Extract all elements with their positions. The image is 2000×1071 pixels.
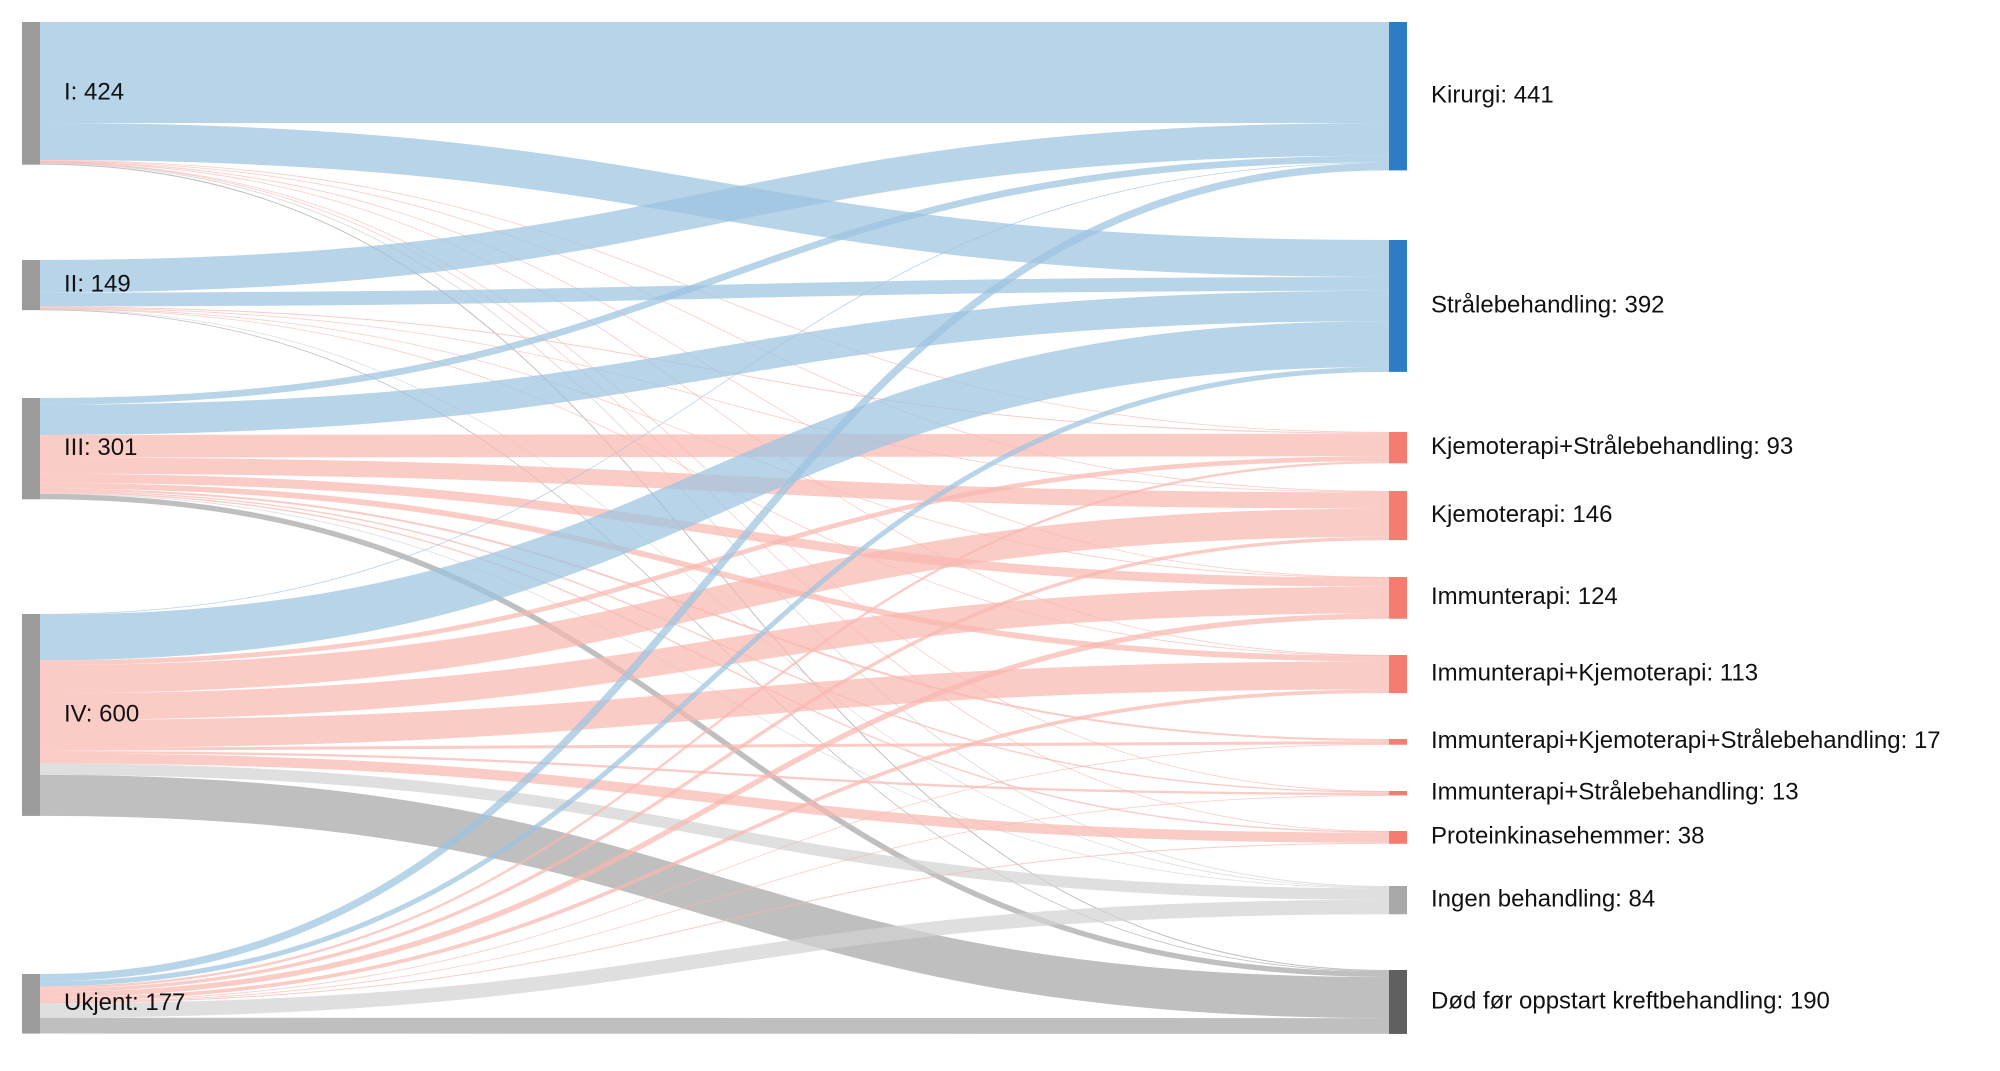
target-label-straale: Strålebehandling: 392 bbox=[1431, 291, 1665, 318]
link-ii-kjemo[interactable] bbox=[39, 307, 1390, 493]
link-ii-kirurgi[interactable] bbox=[39, 122, 1390, 293]
target-node-kjemostraale[interactable] bbox=[1389, 432, 1407, 464]
link-ukjent-ingen[interactable] bbox=[39, 899, 1390, 1018]
target-node-protein[interactable] bbox=[1389, 831, 1407, 844]
target-node-immunkjemo[interactable] bbox=[1389, 655, 1407, 694]
link-iii-kirurgi[interactable] bbox=[39, 155, 1390, 405]
link-ii-straale[interactable] bbox=[39, 277, 1390, 307]
link-i-immunkjemo[interactable] bbox=[39, 161, 1390, 656]
target-node-ingen[interactable] bbox=[1389, 886, 1407, 915]
target-label-immunkjemostraale: Immunterapi+Kjemoterapi+Strålebehandling… bbox=[1431, 727, 1941, 754]
target-node-immun[interactable] bbox=[1389, 577, 1407, 619]
target-node-straale[interactable] bbox=[1389, 240, 1407, 372]
link-ukjent-protein[interactable] bbox=[39, 842, 1390, 1004]
source-node-iv[interactable] bbox=[22, 614, 40, 816]
labels-layer: I: 424 II: 149 III: 301 IV: 600 Ukjent: 177 K… bbox=[64, 79, 1941, 1016]
link-iv-kjemostraale[interactable] bbox=[39, 456, 1390, 666]
source-node-ukjent[interactable] bbox=[22, 974, 40, 1034]
link-iv-immunkjemostraale[interactable] bbox=[39, 741, 1390, 751]
link-iv-kjemo[interactable] bbox=[39, 508, 1390, 694]
target-label-ingen: Ingen behandling: 84 bbox=[1431, 885, 1655, 912]
link-ukjent-kirurgi[interactable] bbox=[39, 162, 1390, 982]
link-iii-kjemostraale[interactable] bbox=[39, 433, 1390, 458]
link-iii-immun[interactable] bbox=[39, 473, 1390, 587]
link-ukjent-kjemo[interactable] bbox=[39, 536, 1390, 993]
source-label-iv: IV: 600 bbox=[64, 700, 139, 727]
link-iv-dod[interactable] bbox=[39, 774, 1390, 1019]
link-ukjent-immunkjemo[interactable] bbox=[39, 689, 1390, 1002]
link-iv-straale[interactable] bbox=[39, 321, 1390, 661]
source-label-i: I: 424 bbox=[64, 79, 124, 106]
source-node-i[interactable] bbox=[22, 22, 40, 165]
target-label-protein: Proteinkinasehemmer: 38 bbox=[1431, 823, 1704, 850]
link-i-ingen[interactable] bbox=[39, 162, 1390, 888]
source-label-iii: III: 301 bbox=[64, 434, 137, 461]
target-node-dod[interactable] bbox=[1389, 970, 1407, 1034]
nodes-layer bbox=[22, 22, 1407, 1034]
link-iv-ingen[interactable] bbox=[39, 763, 1390, 900]
target-label-immun: Immunterapi: 124 bbox=[1431, 583, 1618, 610]
link-ukjent-straale[interactable] bbox=[39, 366, 1390, 987]
target-node-immunkjemostraale[interactable] bbox=[1389, 739, 1407, 745]
link-ukjent-immunkjemostraale[interactable] bbox=[39, 744, 1390, 1003]
target-label-kirurgi: Kirurgi: 441 bbox=[1431, 82, 1554, 109]
links-layer bbox=[39, 21, 1390, 1034]
link-iv-immun[interactable] bbox=[39, 586, 1390, 720]
link-iv-immunkjemo[interactable] bbox=[39, 661, 1390, 748]
target-node-kirurgi[interactable] bbox=[1389, 22, 1407, 171]
target-label-immunstraale: Immunterapi+Strålebehandling: 13 bbox=[1431, 779, 1799, 806]
target-node-immunstraale[interactable] bbox=[1389, 791, 1407, 796]
link-iii-straale[interactable] bbox=[39, 290, 1390, 436]
link-iv-protein[interactable] bbox=[39, 753, 1390, 843]
source-label-ukjent: Ukjent: 177 bbox=[64, 989, 185, 1016]
link-ukjent-kjemostraale[interactable] bbox=[39, 460, 1390, 989]
target-node-kjemo[interactable] bbox=[1389, 491, 1407, 541]
target-label-immunkjemo: Immunterapi+Kjemoterapi: 113 bbox=[1431, 659, 1758, 686]
link-ukjent-immunstraale[interactable] bbox=[39, 795, 1390, 1003]
link-iii-dod[interactable] bbox=[39, 493, 1390, 978]
target-label-dod: Død før oppstart kreftbehandling: 190 bbox=[1431, 987, 1830, 1014]
source-label-ii: II: 149 bbox=[64, 270, 131, 297]
source-node-ii[interactable] bbox=[22, 260, 40, 311]
source-node-iii[interactable] bbox=[22, 398, 40, 500]
link-iv-immunstraale[interactable] bbox=[39, 750, 1390, 796]
target-label-kjemostraale: Kjemoterapi+Strålebehandling: 93 bbox=[1431, 433, 1793, 460]
link-iv-kirurgi[interactable] bbox=[39, 162, 1390, 615]
link-ukjent-immun[interactable] bbox=[39, 613, 1390, 998]
target-label-kjemo: Kjemoterapi: 146 bbox=[1431, 501, 1612, 528]
